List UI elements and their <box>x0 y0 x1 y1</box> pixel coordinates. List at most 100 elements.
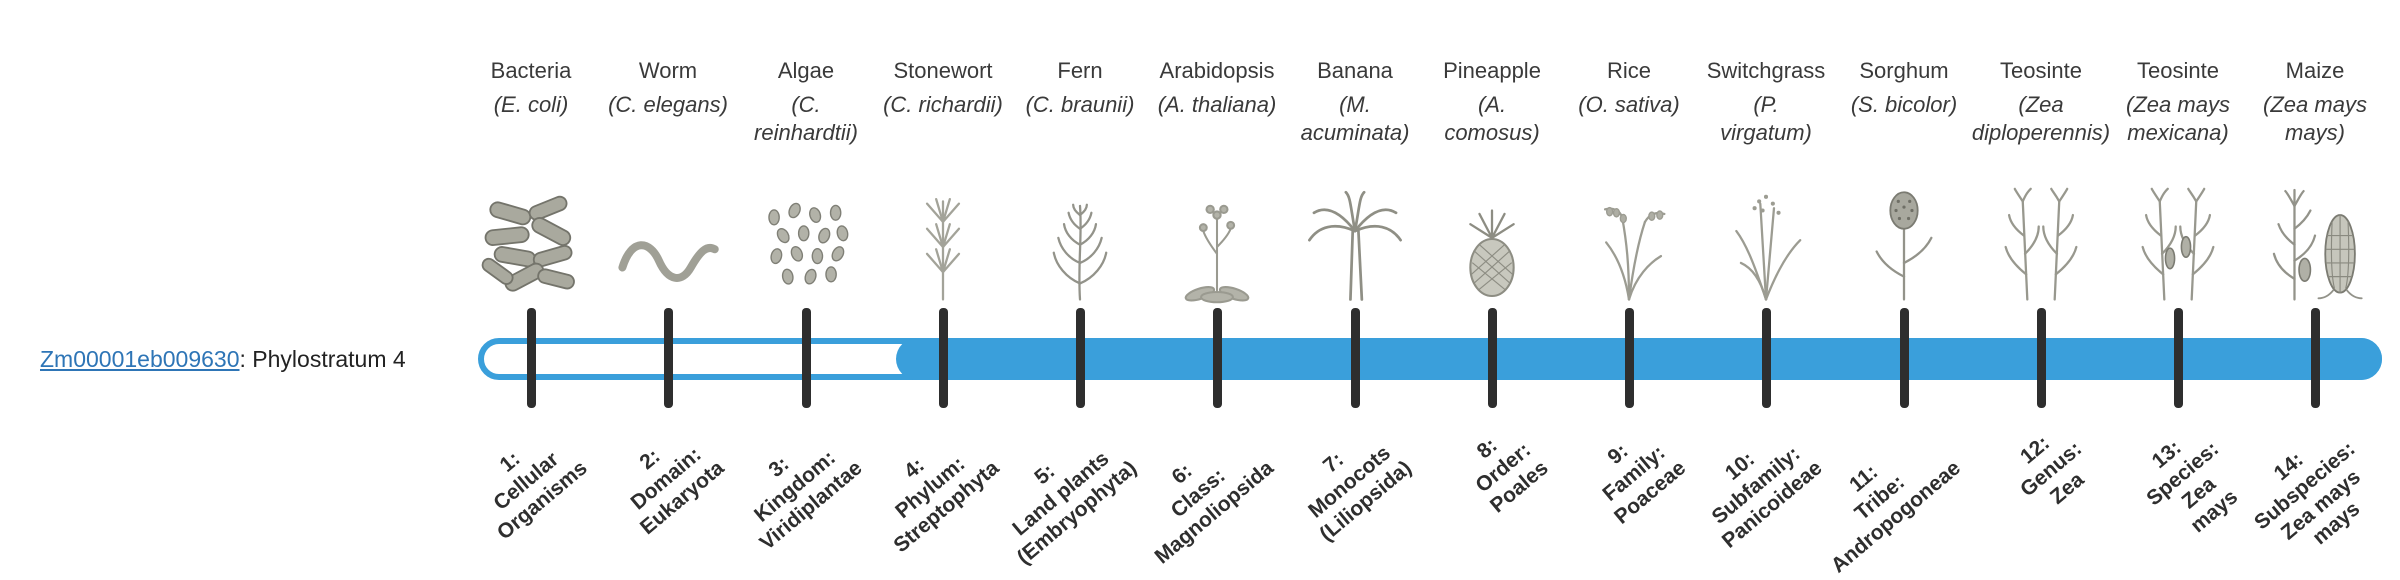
phylostratum-label: 2: Domain: Eukaryota <box>626 442 729 539</box>
organism-header: Rice (O. sativa) <box>1549 58 1709 119</box>
organism-scientific-name: (S. bicolor) <box>1850 92 1958 118</box>
worm-icon <box>618 241 719 282</box>
fern-icon <box>1052 203 1108 301</box>
organism-common-name: Teosinte <box>2137 58 2219 83</box>
organism-scientific-name: (A. thaliana) <box>1157 92 1277 118</box>
organism-scientific-name: (O. sativa) <box>1578 92 1680 118</box>
organism-header: Arabidopsis (A. thaliana) <box>1137 58 1297 119</box>
organism-scientific-name: (Zea mays mexicana) <box>2126 92 2230 145</box>
phylostratum-label: 7: Monocots (Liliopsida) <box>1304 441 1416 546</box>
gene-label: Zm00001eb009630: Phylostratum 4 <box>40 346 406 373</box>
phylostratum-label: 11: Tribe: Andropogoneae <box>1826 455 1965 578</box>
phylostratum-tick <box>664 308 673 408</box>
bacteria-icon <box>481 195 575 292</box>
phylostratum-label: 4: Phylum: Streptophyta <box>889 451 1004 557</box>
organism-common-name: Algae <box>777 58 835 83</box>
organism-scientific-name: (E. coli) <box>493 92 569 118</box>
phylostratum-fill-bar <box>896 338 2382 380</box>
organism-illustration <box>606 176 730 304</box>
organism-scientific-name: (M. acuminata) <box>1300 92 1410 145</box>
organism-header: Sorghum (S. bicolor) <box>1824 58 1984 119</box>
phylostratum-label: 1: Cellular Organisms <box>489 447 592 545</box>
phylostratum-tick <box>1351 308 1360 408</box>
organism-common-name: Bacteria <box>490 58 572 83</box>
organism-common-name: Switchgrass <box>1706 58 1826 83</box>
phylostratum-tick <box>939 308 948 408</box>
phylostratum-tick <box>1900 308 1909 408</box>
organism-illustration <box>2253 176 2377 304</box>
organism-scientific-name: (A. comosus) <box>1444 92 1540 145</box>
organism-illustration <box>1842 176 1966 304</box>
stonewort-icon <box>925 197 961 301</box>
phylostratum-tick <box>1625 308 1634 408</box>
organism-illustration <box>1155 176 1279 304</box>
phylostratum-tick <box>527 308 536 408</box>
organism-illustration <box>881 176 1005 304</box>
organism-illustration <box>1430 176 1554 304</box>
phylostratum-label: 14: Subspecies: Zea mays mays <box>2250 436 2365 550</box>
organism-header: Worm (C. elegans) <box>588 58 748 119</box>
organism-illustration <box>469 176 593 304</box>
organism-header: Pineapple (A. comosus) <box>1412 58 1572 146</box>
phylostratum-tick <box>1488 308 1497 408</box>
organism-scientific-name: (Zea mays mays) <box>2263 92 2367 145</box>
phylostratum-label: 9: Family: Poaceae <box>1598 439 1690 529</box>
organism-header: Banana (M. acuminata) <box>1275 58 1435 146</box>
organism-header: Maize (Zea mays mays) <box>2235 58 2395 146</box>
organism-common-name: Sorghum <box>1859 58 1949 83</box>
organism-scientific-name: (Zea diploperennis) <box>1971 92 2111 145</box>
gene-phylostratum-text: : Phylostratum 4 <box>239 346 406 372</box>
phylostratum-label: 5: Land plants (Embryophyta) <box>1008 446 1141 569</box>
phylostratum-label: 3: Kingdom: Viridiplantae <box>750 445 867 555</box>
organism-header: Teosinte (Zea diploperennis) <box>1961 58 2121 146</box>
phylostratum-tick <box>1762 308 1771 408</box>
organism-scientific-name: (C. braunii) <box>1025 92 1135 118</box>
gene-link[interactable]: Zm00001eb009630 <box>40 346 240 372</box>
organism-scientific-name: (C. reinhardtii) <box>754 92 858 145</box>
phylostratum-tick <box>2174 308 2183 408</box>
pineapple-icon <box>1469 209 1515 298</box>
rice-icon <box>1603 206 1666 301</box>
sorghum-icon <box>1875 191 1933 301</box>
organism-scientific-name: (P. virgatum) <box>1720 92 1812 145</box>
phylostratum-label: 13: Species: Zea mays <box>2141 436 2243 538</box>
organism-header: Fern (C. braunii) <box>1000 58 1160 119</box>
organism-common-name: Rice <box>1606 58 1651 83</box>
banana-icon <box>1308 190 1402 301</box>
maize-icon <box>2272 188 2363 301</box>
organism-scientific-name: (C. elegans) <box>608 92 728 118</box>
teosinte-diploperennis-icon <box>2004 187 2078 301</box>
organism-common-name: Pineapple <box>1443 58 1541 83</box>
algae-icon <box>768 202 849 285</box>
organism-header: Algae (C. reinhardtii) <box>726 58 886 146</box>
organism-illustration <box>744 176 868 304</box>
phylostratum-label: 6: Class: Magnoliopsida <box>1150 455 1278 569</box>
organism-common-name: Arabidopsis <box>1159 58 1275 83</box>
organism-common-name: Worm <box>638 58 698 83</box>
phylostratum-tick <box>2037 308 2046 408</box>
organism-illustration <box>1018 176 1142 304</box>
organism-common-name: Fern <box>1057 58 1103 83</box>
arabidopsis-icon <box>1184 204 1250 304</box>
organism-header: Switchgrass (P. virgatum) <box>1686 58 1846 146</box>
organism-illustration <box>1704 176 1828 304</box>
organism-header: Stonewort (C. richardii) <box>863 58 1023 119</box>
teosinte-mexicana-icon <box>2141 187 2215 301</box>
organism-scientific-name: (C. richardii) <box>883 92 1003 118</box>
organism-common-name: Teosinte <box>2000 58 2082 83</box>
organism-header: Teosinte (Zea mays mexicana) <box>2098 58 2258 146</box>
organism-illustration <box>1979 176 2103 304</box>
phylostratum-tick <box>2311 308 2320 408</box>
organism-common-name: Maize <box>2285 58 2345 83</box>
organism-common-name: Banana <box>1317 58 1393 83</box>
phylostratum-tick <box>802 308 811 408</box>
organism-illustration <box>1567 176 1691 304</box>
organism-header: Bacteria (E. coli) <box>451 58 611 119</box>
phylostratum-tick <box>1076 308 1085 408</box>
phylostratum-label: 8: Order: Poales <box>1471 433 1553 518</box>
phylostratum-tick <box>1213 308 1222 408</box>
organism-illustration <box>1293 176 1417 304</box>
organism-common-name: Stonewort <box>893 58 993 83</box>
switchgrass-icon <box>1735 194 1802 301</box>
